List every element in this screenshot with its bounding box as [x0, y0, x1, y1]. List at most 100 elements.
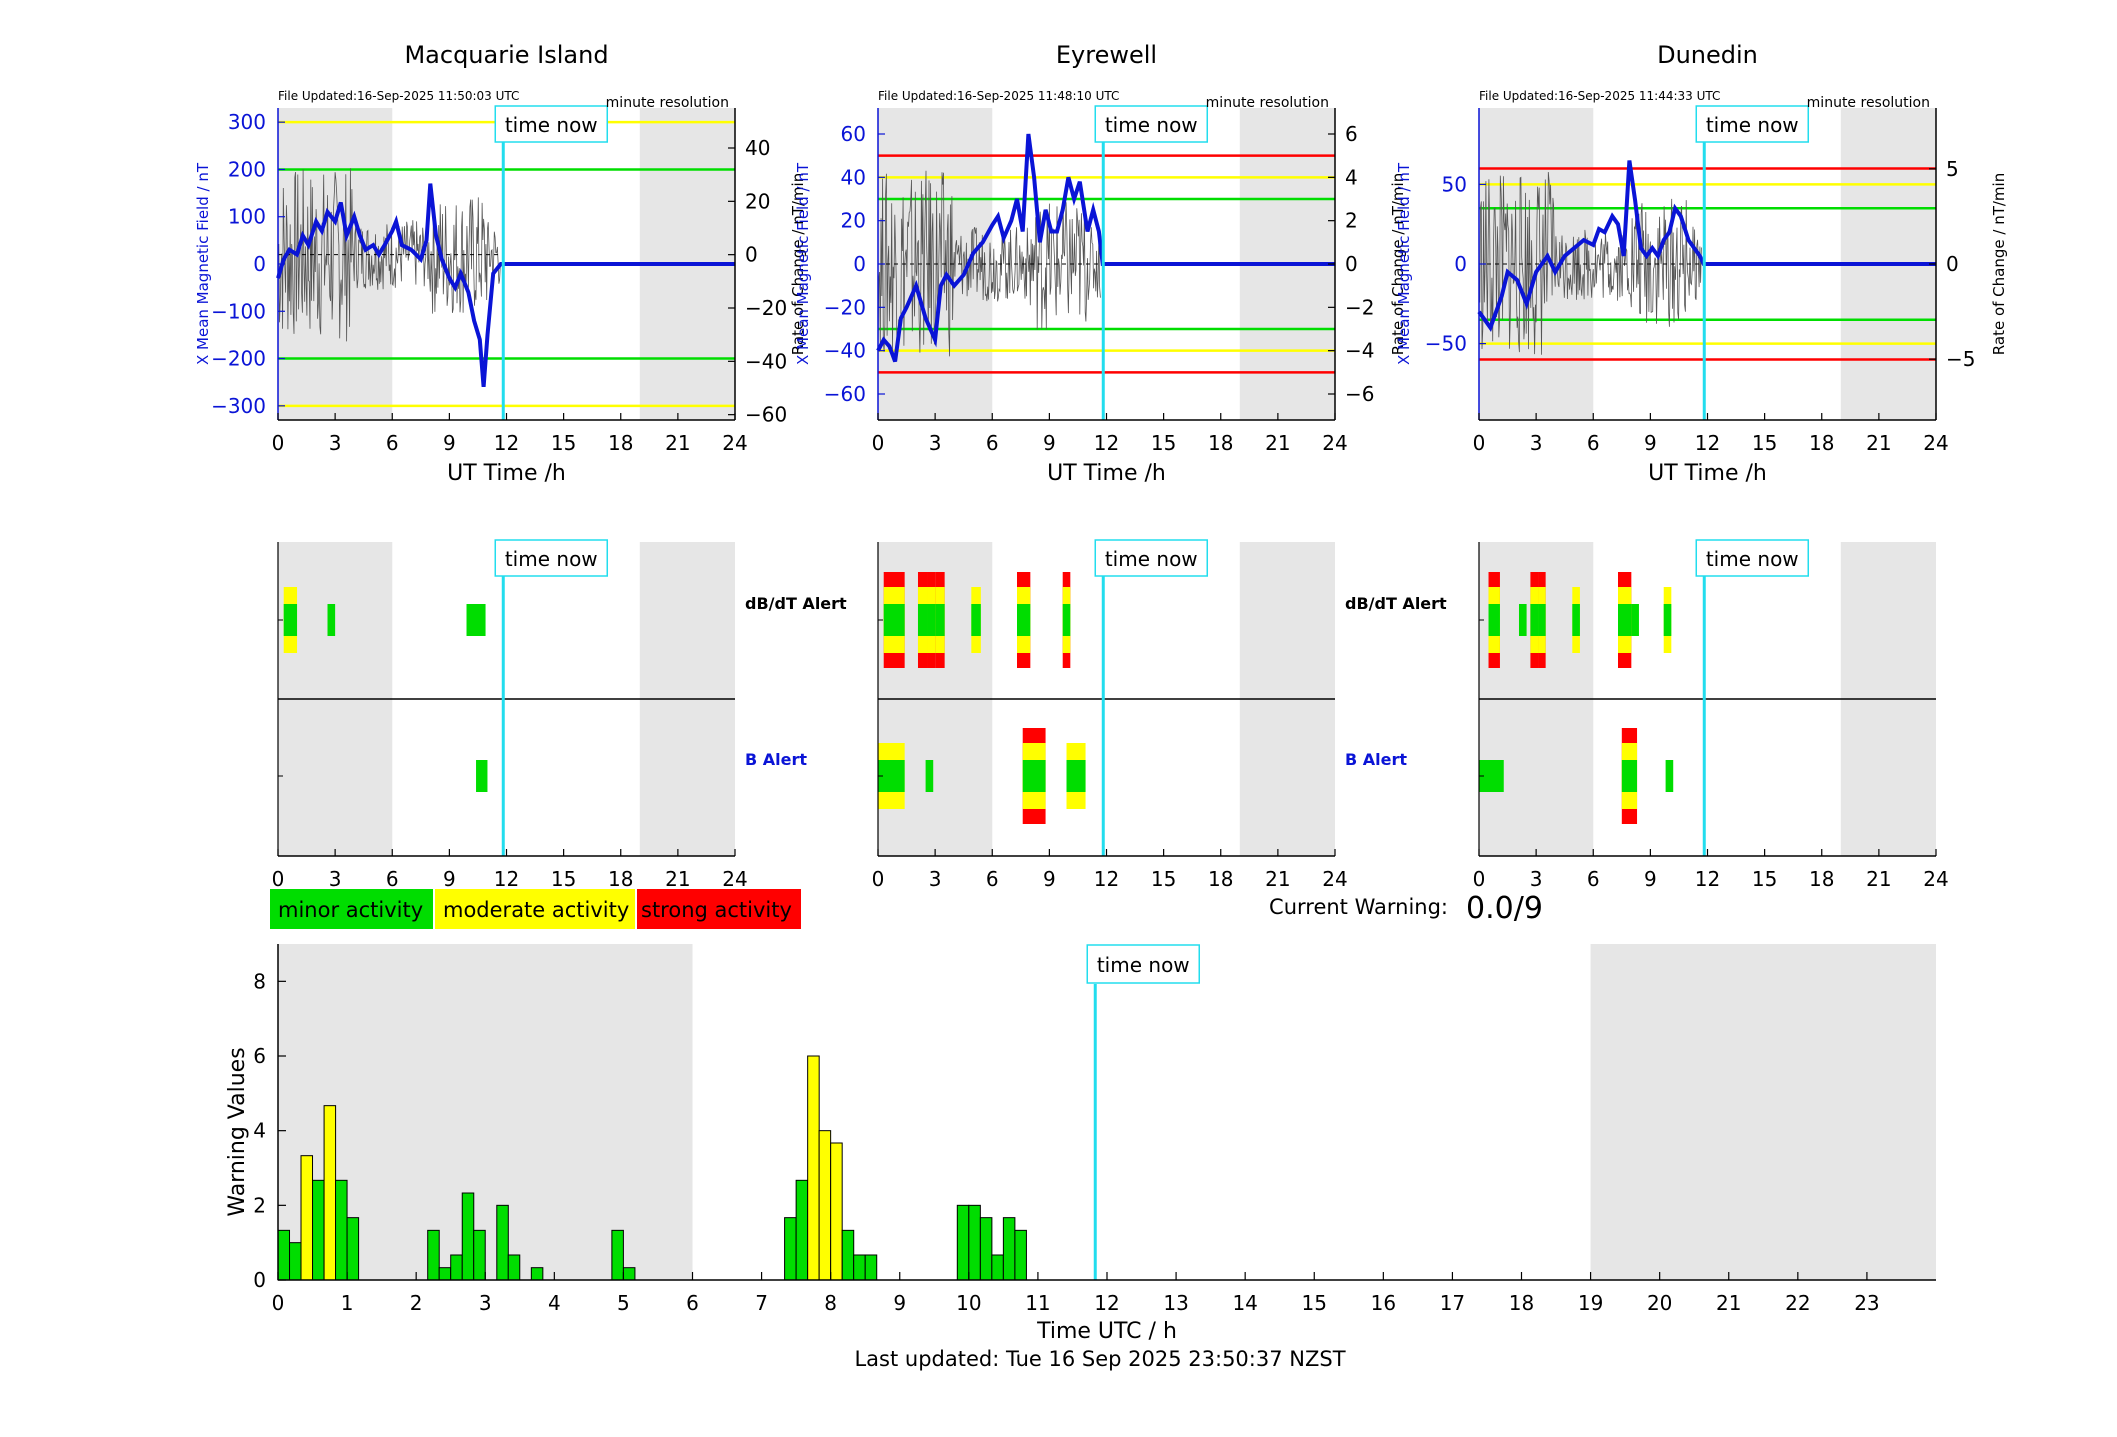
warning-bar-21	[830, 1142, 843, 1281]
x-tick-label: 9	[1043, 867, 1056, 891]
warning-bar-15	[611, 1229, 624, 1281]
x-tick-label: 9	[1043, 431, 1056, 455]
b-alert-bar-minor	[925, 760, 934, 792]
time-now-box	[1695, 539, 1810, 577]
mean-field-line	[876, 133, 1335, 363]
station-title: Eyrewell	[1056, 41, 1157, 69]
x-tick-label: 9	[893, 1291, 906, 1315]
time-now-label: time now	[505, 547, 598, 571]
dbdt-alert-bar-minor	[1572, 604, 1580, 636]
x-tick-label: 6	[386, 431, 399, 455]
b-alert-bar-minor	[1665, 760, 1674, 792]
warning-bar-6	[346, 1217, 360, 1281]
right-tick-label: −60	[745, 403, 787, 427]
left-tick-label: −100	[211, 299, 266, 323]
right-axis-label: Rate of Change / nT/min	[1389, 173, 1407, 355]
x-tick-label: 10	[956, 1291, 981, 1315]
right-tick-label: −5	[1946, 347, 1975, 371]
x-tick-label: 19	[1578, 1291, 1603, 1315]
y-tick-label: 2	[253, 1193, 266, 1217]
x-tick-label: 1	[341, 1291, 354, 1315]
x-tick-label: 0	[272, 1291, 285, 1315]
warning-bar-0	[277, 1229, 291, 1281]
dbdt-alert-bar-minor	[917, 604, 928, 636]
warning-bar-1	[289, 1242, 302, 1281]
rate-of-change-trace	[277, 168, 501, 342]
warning-bar-2	[300, 1155, 314, 1281]
dbdt-alert-bar-minor	[1518, 604, 1527, 636]
legend-label-strong: strong activity	[641, 898, 792, 922]
x-tick-label: 3	[329, 867, 342, 891]
x-tick-label: 9	[443, 431, 456, 455]
x-tick-label: 8	[824, 1291, 837, 1315]
left-tick-label: 0	[853, 252, 866, 276]
x-tick-label: 21	[1716, 1291, 1741, 1315]
x-tick-label: 0	[1473, 431, 1486, 455]
dbdt-alert-bar-minor	[1538, 604, 1546, 636]
y-axis-label: Warning Values	[225, 1047, 250, 1216]
x-tick-label: 24	[722, 431, 747, 455]
file-updated: File Updated:16-Sep-2025 11:48:10 UTC	[878, 89, 1119, 103]
x-tick-label: 15	[1151, 867, 1176, 891]
warning-bar-18	[795, 1179, 809, 1281]
y-tick-label: 6	[253, 1044, 266, 1068]
time-now-box	[1094, 105, 1209, 143]
dbdt-alert-bar-minor	[1488, 604, 1500, 636]
dbdt-alert-bar-minor	[466, 604, 486, 636]
left-tick-label: 0	[1454, 252, 1467, 276]
dbdt-alert-bar-minor	[1530, 604, 1539, 636]
right-tick-label: 6	[1345, 122, 1358, 146]
time-now-label: time now	[1706, 113, 1799, 137]
x-tick-label: 3	[929, 431, 942, 455]
x-tick-label: 23	[1854, 1291, 1879, 1315]
time-now-box	[1094, 539, 1209, 577]
warning-bar-7	[427, 1229, 440, 1281]
dbdt-alert-bar-minor	[1618, 604, 1632, 636]
x-tick-label: 18	[608, 431, 633, 455]
alert-panel: time now 0 3 6 9 12 15 18 21 24 dB/dT Alert B Alert	[272, 539, 847, 891]
b-alert-label: B Alert	[1345, 750, 1407, 769]
x-tick-label: 24	[1923, 431, 1948, 455]
warning-bar-13	[507, 1254, 521, 1281]
file-updated: File Updated:16-Sep-2025 11:44:33 UTC	[1479, 89, 1720, 103]
x-tick-label: 15	[551, 867, 576, 891]
station-title: Dunedin	[1657, 41, 1758, 69]
right-tick-label: −2	[1345, 295, 1374, 319]
x-tick-label: 21	[1866, 431, 1891, 455]
x-tick-label: 15	[1752, 431, 1777, 455]
warning-bar-29	[1002, 1217, 1016, 1281]
right-tick-label: 0	[1946, 252, 1959, 276]
b-alert-bar-minor	[1066, 760, 1086, 792]
left-tick-label: 60	[841, 122, 866, 146]
x-tick-label: 24	[1322, 867, 1347, 891]
x-tick-label: 9	[1644, 867, 1657, 891]
mean-field-line	[1477, 160, 1936, 332]
alert-panel: time now 0 3 6 9 12 15 18 21 24	[1473, 539, 1949, 891]
file-updated: File Updated:16-Sep-2025 11:50:03 UTC	[278, 89, 519, 103]
warning-bar-4	[323, 1105, 337, 1281]
warning-bar-20	[818, 1130, 832, 1281]
x-tick-label: 18	[1208, 431, 1233, 455]
x-tick-label: 14	[1232, 1291, 1257, 1315]
x-tick-label: 11	[1025, 1291, 1050, 1315]
x-tick-label: 16	[1371, 1291, 1396, 1315]
x-tick-label: 0	[272, 431, 285, 455]
x-tick-label: 0	[272, 867, 285, 891]
x-tick-label: 15	[1302, 1291, 1327, 1315]
resolution-label: minute resolution	[1206, 95, 1329, 111]
x-tick-label: 18	[1809, 867, 1834, 891]
warning-bar-9	[450, 1254, 463, 1281]
warning-bar-10	[461, 1192, 475, 1281]
left-tick-label: 200	[228, 157, 266, 181]
x-axis-label: UT Time /h	[1047, 461, 1166, 486]
legend-swatch-strong	[637, 889, 801, 929]
left-tick-label: 0	[253, 252, 266, 276]
right-tick-label: 0	[1345, 252, 1358, 276]
warning-bar-17	[784, 1217, 797, 1281]
warning-bar-12	[496, 1204, 509, 1281]
x-tick-label: 12	[494, 867, 519, 891]
x-tick-label: 6	[686, 1291, 699, 1315]
right-axis-label: Rate of Change / nT/min	[789, 173, 807, 355]
left-tick-label: −200	[211, 347, 266, 371]
